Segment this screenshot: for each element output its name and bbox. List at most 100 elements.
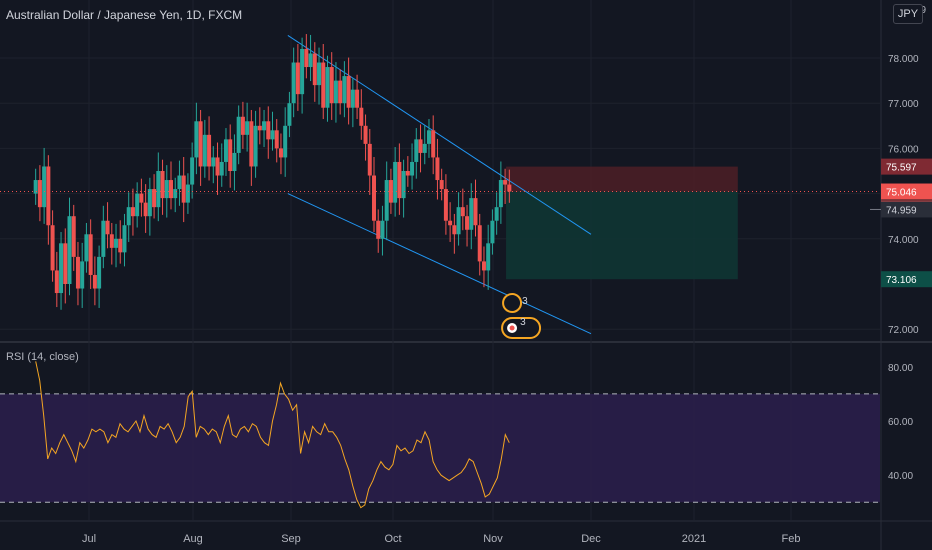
candle-body — [321, 62, 326, 108]
candle-body — [152, 189, 157, 208]
candle-body — [397, 161, 402, 199]
stop-zone — [506, 166, 738, 192]
candle-body — [278, 148, 283, 158]
candle-body — [401, 171, 406, 199]
candle-body — [126, 207, 131, 226]
candle-body — [431, 130, 436, 158]
candle-body — [274, 130, 279, 149]
rsi-y-tick-label: 40.00 — [888, 471, 913, 482]
current-price-label-bg — [881, 183, 932, 200]
candle-body — [393, 161, 398, 203]
candle-body — [304, 48, 309, 68]
candle-body — [486, 243, 491, 271]
candle-body — [426, 130, 431, 144]
candle-body — [469, 198, 474, 230]
candle-body — [118, 238, 123, 253]
candle-body — [465, 216, 470, 230]
candle-body — [452, 225, 457, 235]
currency-button[interactable]: JPY — [893, 4, 923, 24]
candle-body — [342, 76, 347, 104]
candle-body — [329, 67, 334, 104]
candle-body — [503, 180, 508, 185]
candle-body — [333, 80, 338, 104]
candle-body — [207, 134, 212, 167]
candle-body — [270, 130, 275, 140]
candle-body — [75, 256, 80, 289]
current-price-label: 75.046 — [886, 188, 917, 199]
channel-line — [287, 34, 592, 235]
candle-body — [190, 157, 195, 185]
candle-body — [325, 67, 330, 108]
candle-body — [448, 220, 453, 226]
x-tick-label: Feb — [782, 533, 801, 545]
channel-line — [287, 193, 592, 335]
bid-price-label-bg — [881, 201, 932, 218]
x-tick-label: 2021 — [682, 533, 706, 545]
candle-body — [295, 62, 300, 95]
rsi-pane[interactable] — [0, 361, 880, 509]
candle-body — [63, 243, 68, 284]
candle-body — [97, 256, 102, 289]
candle-body — [405, 171, 410, 176]
x-tick-label: Dec — [581, 533, 601, 545]
candle-body — [435, 157, 440, 181]
x-tick-label: Sep — [281, 533, 301, 545]
candle-body — [456, 207, 461, 235]
candle-body — [418, 139, 423, 153]
candle-body — [135, 193, 140, 217]
candle-body — [253, 125, 258, 167]
candle-body — [481, 261, 486, 271]
event-marker-jpy-icon — [501, 317, 542, 339]
candle-body — [198, 121, 203, 167]
candle-body — [439, 180, 444, 190]
candle-body — [67, 216, 72, 284]
x-tick-label: Jul — [82, 533, 96, 545]
candle-body — [477, 225, 482, 262]
candle-body — [59, 243, 64, 294]
candle-body — [80, 261, 85, 289]
candle-body — [312, 53, 317, 86]
y-tick-label: 74.000 — [888, 235, 919, 246]
candle-body — [355, 89, 360, 108]
candle-body — [185, 184, 190, 203]
candle-body — [54, 270, 59, 294]
candle-body — [367, 143, 372, 176]
candle-body — [143, 202, 148, 217]
candle-body — [422, 143, 427, 153]
candle-body — [50, 225, 55, 271]
candle-body — [498, 180, 503, 208]
candle-body — [494, 207, 499, 221]
x-tick-label: Nov — [483, 533, 503, 545]
candle-body — [507, 184, 512, 192]
candle-body — [92, 274, 97, 289]
candle-body — [114, 238, 119, 248]
candle-body — [202, 134, 207, 167]
candle-body — [194, 121, 199, 158]
y-tick-label: 77.000 — [888, 99, 919, 110]
candle-body — [122, 225, 127, 253]
price-pane[interactable]: 33 — [0, 34, 880, 339]
candle-body — [228, 139, 233, 171]
candle-body — [460, 207, 465, 217]
candle-body — [338, 80, 343, 104]
candle-body — [105, 220, 110, 235]
y-tick-label: 72.000 — [888, 325, 919, 336]
candle-body — [300, 48, 305, 95]
stop-price-label: 75.597 — [886, 163, 917, 174]
candle-body — [388, 180, 393, 203]
candle-body — [164, 180, 169, 199]
candle-body — [219, 161, 224, 176]
candle-body — [156, 171, 161, 208]
y-tick-label: 78.000 — [888, 54, 919, 65]
target-zone — [506, 191, 738, 280]
candle-body — [215, 157, 220, 176]
candle-body — [380, 220, 385, 239]
rsi-y-tick-label: 60.00 — [888, 417, 913, 428]
event-marker-count: 3 — [522, 296, 528, 307]
candle-body — [266, 121, 271, 140]
jpy-flag-dot — [509, 325, 515, 331]
candle-body — [257, 125, 262, 131]
candle-body — [350, 89, 355, 108]
